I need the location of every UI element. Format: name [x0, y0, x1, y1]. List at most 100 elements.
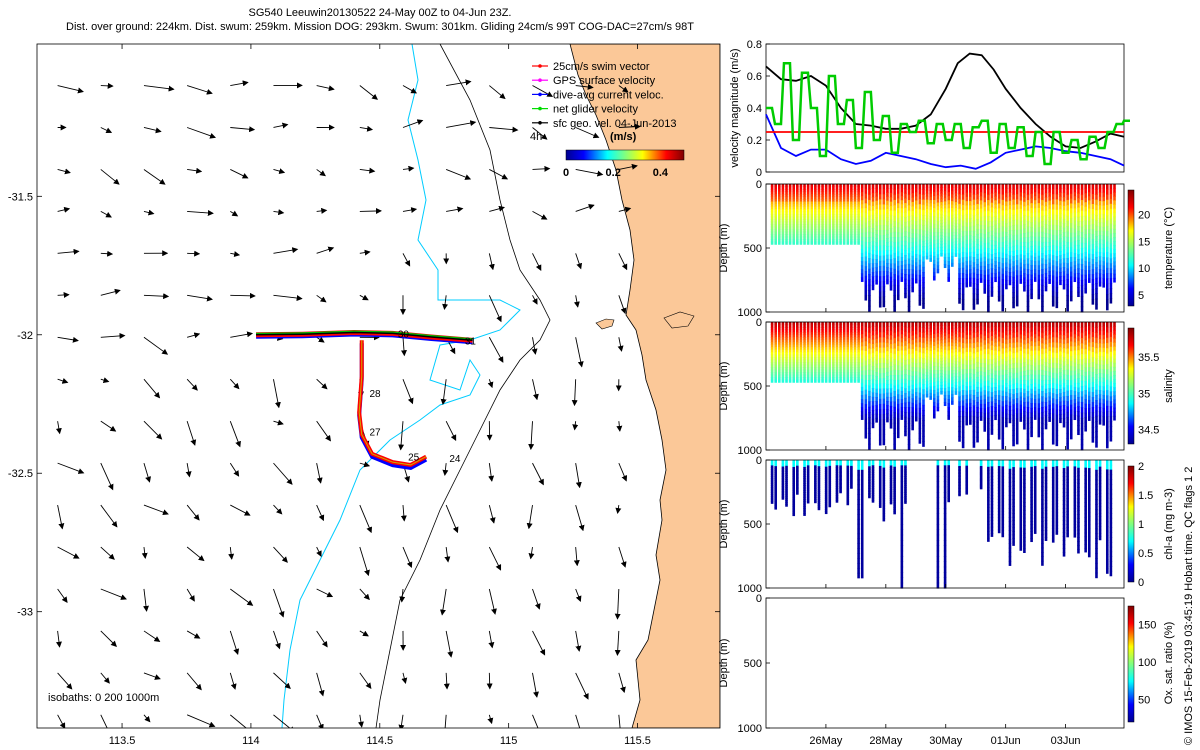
velocity-vector: [445, 420, 457, 442]
profile-cell: [839, 214, 842, 218]
profile-cell: [925, 252, 929, 257]
profile-cell: [918, 194, 922, 200]
profile-cell: [824, 214, 828, 218]
profile-cell: [969, 192, 972, 198]
profile-cell: [799, 204, 803, 208]
profile-cell: [961, 257, 965, 264]
profile-cell: [893, 322, 896, 328]
profile-cell: [972, 257, 976, 263]
profile-cell: [893, 295, 896, 302]
profile-cell: [1023, 277, 1026, 283]
map-ytick-label: -33: [17, 607, 33, 619]
profile-cell: [1001, 432, 1005, 439]
profile-cell: [875, 347, 878, 352]
profile-cell: [940, 372, 943, 377]
profile-cell: [932, 349, 936, 355]
profile-cell: [857, 342, 860, 346]
profile-cell: [882, 398, 886, 405]
profile-cell: [821, 339, 824, 343]
profile-cell: [914, 254, 918, 259]
profile-cell: [1062, 184, 1066, 189]
profile-cell: [947, 277, 951, 282]
profile-cell: [824, 216, 828, 220]
profile-cell: [918, 264, 922, 271]
profile-cell: [778, 374, 781, 378]
profile-cell: [1041, 433, 1044, 440]
profile-cell: [932, 191, 936, 197]
profile-cell: [785, 369, 788, 373]
profile-cell: [868, 364, 871, 371]
profile-cell: [1073, 411, 1077, 416]
profile-cell: [918, 402, 922, 409]
colorbar-tick-label: 10: [1138, 263, 1150, 275]
profile-cell: [1098, 419, 1102, 425]
profile-cell: [770, 374, 774, 378]
profile-cell: [896, 370, 900, 376]
profile-cell: [864, 322, 868, 328]
profile-cell: [1091, 189, 1095, 195]
profile-cell: [961, 278, 965, 285]
profile-cell: [824, 194, 828, 198]
profile-cell: [817, 239, 821, 243]
profile-cell: [1062, 413, 1066, 419]
profile-cell: [846, 201, 850, 205]
profile-cell: [806, 216, 810, 220]
profile-cell: [1105, 252, 1109, 258]
profile-cell: [1041, 322, 1044, 328]
profile-cell: [864, 217, 868, 224]
profile-cell: [810, 214, 814, 218]
profile-cell: [824, 209, 828, 213]
velocity-vector: [359, 461, 371, 468]
profile-cell: [796, 191, 799, 195]
velocity-vector: [402, 546, 413, 569]
profile-cell: [922, 292, 925, 299]
profile-cell: [835, 236, 839, 240]
profile-cell: [983, 340, 987, 346]
profile-cell: [889, 232, 893, 238]
profile-cell: [1073, 326, 1077, 331]
profile-cell: [1080, 407, 1084, 414]
profile-cell: [969, 269, 972, 275]
profile-cell: [799, 224, 803, 228]
profile-cell: [882, 291, 886, 297]
profile-cell: [1019, 396, 1023, 402]
profile-cell: [821, 234, 824, 238]
profile-cell: [994, 244, 997, 250]
profile-cell: [1037, 322, 1041, 328]
profile-cell: [1026, 417, 1030, 424]
profile-cell: [1048, 408, 1051, 414]
profile-cell: [1087, 224, 1091, 230]
profile-cell: [1109, 341, 1113, 348]
profile-cell: [846, 352, 850, 356]
profile-cell: [893, 205, 896, 212]
profile-cell: [932, 341, 936, 347]
profile-cell: [1055, 424, 1059, 431]
profile-cell: [781, 342, 785, 346]
profile-cell: [828, 349, 832, 353]
profile-cell: [828, 377, 832, 381]
profile-cell: [987, 439, 990, 446]
profile-cell: [846, 347, 850, 351]
profile-cell: [774, 327, 778, 331]
profile-cell: [983, 353, 987, 359]
profile-cell: [1059, 380, 1062, 386]
profile-cell: [943, 253, 947, 258]
profile-cell: [951, 359, 954, 364]
profile-cell: [1080, 322, 1084, 328]
profile-cell: [792, 344, 796, 348]
profile-cell: [882, 281, 886, 287]
velocity-vector: [316, 463, 323, 484]
profile-cell: [770, 191, 774, 195]
profile-cell: [1080, 242, 1084, 249]
profile-cell: [904, 350, 907, 356]
profile-cell: [1026, 369, 1030, 376]
profile-cell: [821, 327, 824, 331]
velocity-vector: [488, 337, 504, 363]
profile-cell: [814, 352, 817, 356]
profile-cell: [907, 263, 911, 270]
profile-cell: [875, 417, 878, 423]
profile-cell: [842, 332, 846, 336]
profile-cell: [1037, 241, 1041, 247]
profile-cell: [900, 386, 904, 392]
profile-cell: [878, 235, 882, 241]
